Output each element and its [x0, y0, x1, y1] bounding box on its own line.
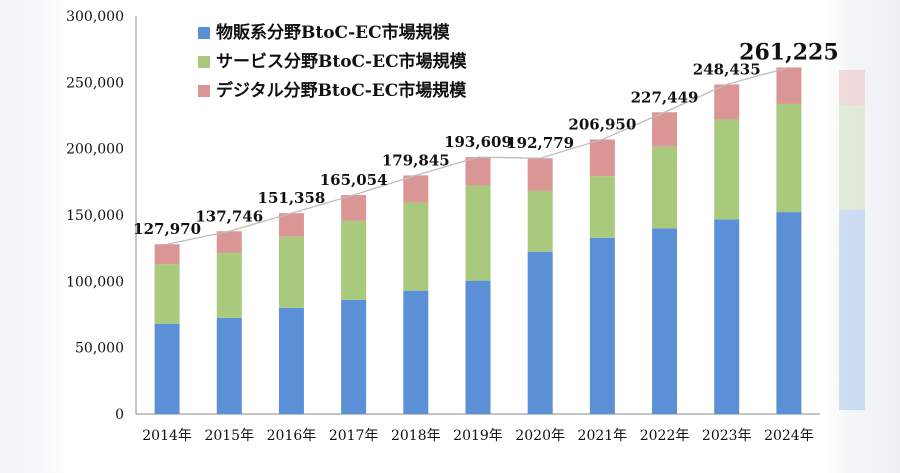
y-tick-label: 300,000 — [66, 9, 124, 25]
bar-segment-series-2 — [216, 231, 242, 253]
x-tick-label: 2024年 — [764, 428, 814, 444]
x-tick-label: 2017年 — [329, 428, 379, 444]
bar-segment-series-0 — [278, 307, 304, 414]
y-tick-labels: 0 50,000 100,000 150,000 200,000 250,000 300,0… — [66, 9, 124, 423]
bar-segment-series-2 — [403, 175, 429, 203]
bar-segment-series-2 — [714, 84, 740, 120]
x-tick-label: 2023年 — [702, 428, 752, 444]
x-tick-label: 2016年 — [267, 428, 317, 444]
legend: 物販系分野BtoC-EC市場規模サービス分野BtoC-EC市場規模デジタル分野B… — [198, 22, 468, 101]
y-tick-label: 100,000 — [66, 274, 124, 290]
total-data-label: 227,449 — [631, 88, 699, 106]
bar-segment-series-1 — [154, 264, 180, 324]
bar-segment-series-1 — [341, 220, 367, 300]
x-tick-label: 2015年 — [204, 428, 254, 444]
total-trend-line — [166, 66, 790, 245]
left-blur-margin — [0, 0, 70, 473]
x-tick-label: 2019年 — [453, 428, 503, 444]
total-data-label: 127,970 — [133, 220, 201, 238]
x-tick-label: 2021年 — [578, 428, 628, 444]
total-data-label: 261,225 — [739, 39, 839, 65]
bar-segment-series-2 — [527, 158, 553, 191]
bar-segment-series-1 — [589, 176, 615, 238]
bar-segment-series-0 — [341, 299, 367, 414]
x-tick-label: 2020年 — [515, 428, 565, 444]
bar-segment-series-2 — [278, 213, 304, 237]
legend-swatch — [198, 56, 210, 68]
legend-swatch — [198, 85, 210, 97]
total-data-label: 179,845 — [382, 151, 450, 169]
bar-segment-series-1 — [776, 103, 802, 213]
ghost-bar-green — [839, 105, 865, 210]
bar-segment-series-1 — [403, 202, 429, 291]
y-tick-label: 250,000 — [66, 75, 124, 91]
bar-segment-series-2 — [341, 195, 367, 221]
total-data-label: 151,358 — [258, 189, 326, 207]
bar-segment-series-2 — [589, 139, 615, 177]
bar-segment-series-0 — [216, 317, 242, 414]
bar-segment-series-0 — [652, 228, 678, 414]
bars — [154, 67, 802, 414]
ghost-bar-red — [839, 70, 865, 105]
bar-segment-series-1 — [527, 190, 553, 252]
total-data-label: 248,435 — [693, 60, 761, 78]
x-tick-label: 2018年 — [391, 428, 441, 444]
legend-label: サービス分野BtoC-EC市場規模 — [216, 51, 468, 72]
bar-segment-series-1 — [278, 236, 304, 308]
bar-segment-series-0 — [589, 237, 615, 414]
bar-segment-series-2 — [465, 157, 491, 186]
y-tick-label: 200,000 — [66, 142, 124, 158]
bar-segment-series-0 — [154, 323, 180, 414]
total-data-label: 192,779 — [506, 134, 574, 152]
y-tick-label: 50,000 — [75, 341, 124, 357]
y-tick-label: 0 — [115, 407, 124, 423]
bar-segment-series-0 — [403, 290, 429, 414]
bar-segment-series-2 — [652, 112, 678, 147]
bar-segment-series-1 — [714, 119, 740, 220]
bar-segment-series-2 — [776, 67, 802, 104]
y-tick-label: 150,000 — [66, 208, 124, 224]
ghost-bar-blue — [839, 210, 865, 410]
bar-segment-series-2 — [154, 244, 180, 265]
legend-label: デジタル分野BtoC-EC市場規模 — [216, 80, 467, 101]
bar-segment-series-0 — [465, 280, 491, 414]
bar-segment-series-0 — [714, 219, 740, 414]
bar-segment-series-1 — [465, 185, 491, 281]
x-tick-labels: 2014年 2015年 2016年 2017年 2018年 2019年 2020年 2021年… — [142, 428, 813, 444]
total-data-label: 193,609 — [444, 133, 512, 151]
total-data-label: 137,746 — [195, 207, 263, 225]
total-data-label: 165,054 — [320, 171, 388, 189]
x-tick-label: 2022年 — [640, 428, 690, 444]
bar-segment-series-1 — [216, 252, 242, 318]
legend-label: 物販系分野BtoC-EC市場規模 — [216, 22, 451, 43]
x-tick-label: 2014年 — [142, 428, 192, 444]
legend-swatch — [198, 27, 210, 39]
total-data-label: 206,950 — [568, 115, 636, 133]
bar-segment-series-0 — [776, 212, 802, 414]
right-blur-margin — [822, 0, 900, 473]
bar-segment-series-0 — [527, 251, 553, 414]
bar-segment-series-1 — [652, 146, 678, 229]
